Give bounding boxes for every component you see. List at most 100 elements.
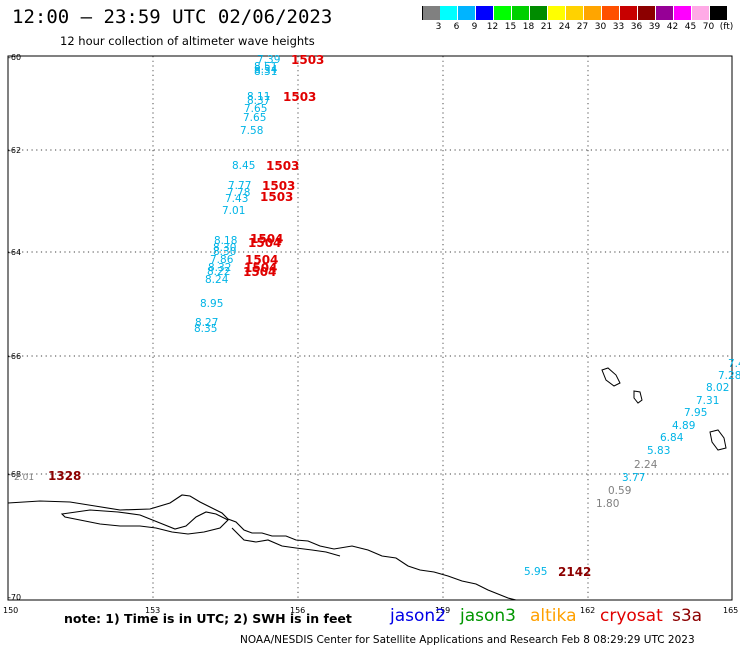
scale-tick-label: 30 <box>594 22 607 32</box>
wave-value: 6.84 <box>660 432 684 444</box>
wave-value: 8.51 <box>254 61 277 73</box>
wave-value: 8.30 <box>213 242 236 254</box>
pass-number: 1504 <box>245 253 278 267</box>
wave-values-gray: 2.24 0.59 1.80 2.01 <box>14 459 658 510</box>
coastline-island <box>60 509 229 535</box>
wave-value: 5.83 <box>647 445 670 457</box>
wave-value: 7.65 <box>244 103 267 115</box>
pass-numbers-darkred: 1328 2142 <box>48 469 591 579</box>
wave-value: 8.27 <box>195 317 218 329</box>
wave-value: 8.02 <box>706 382 729 394</box>
scale-swatch <box>692 6 709 20</box>
scale-swatch <box>602 6 619 20</box>
mission-jason2: jason2 <box>390 606 446 626</box>
scale-swatch <box>548 6 565 20</box>
wave-value: 8.54 <box>254 64 278 76</box>
wave-value: 8.45 <box>232 160 255 172</box>
wave-value: 7.39 <box>257 54 280 66</box>
wave-value: 8.32 <box>208 262 231 274</box>
scale-swatch <box>458 6 475 20</box>
pass-number: 1504 <box>243 265 276 279</box>
lon-label-153: 153 <box>145 606 160 615</box>
scale-swatch <box>512 6 529 20</box>
scale-tick-label: 3 <box>435 22 442 32</box>
wave-value: 7.86 <box>210 254 234 266</box>
wave-value: 1.80 <box>596 498 619 510</box>
scale-tick-label: 15 <box>504 22 517 32</box>
lon-label-150: 150 <box>3 606 18 615</box>
coastline-inlet <box>231 527 341 557</box>
pass-number: 2142 <box>558 565 591 579</box>
scale-tick-label: 70 <box>702 22 715 32</box>
wave-value: 7.43 <box>225 193 248 205</box>
lat-label-68: -68 <box>8 470 21 479</box>
scale-tick-label: 6 <box>453 22 460 32</box>
scale-swatch <box>440 6 457 20</box>
island-3 <box>709 429 727 451</box>
wave-value: 8.11 <box>247 91 270 103</box>
scale-swatch <box>476 6 493 20</box>
lat-label-64: -64 <box>8 248 21 257</box>
scale-tick-label: 27 <box>576 22 589 32</box>
scale-tick-label: 42 <box>666 22 679 32</box>
pass-number: 1504 <box>244 261 277 275</box>
scale-swatch <box>656 6 673 20</box>
lat-label-62: -62 <box>8 146 21 155</box>
wave-value: 7.77 <box>228 180 251 192</box>
scale-tick-label: 45 <box>684 22 697 32</box>
lon-label-156: 156 <box>290 606 305 615</box>
pass-number: 1503 <box>260 190 293 204</box>
scale-swatch <box>494 6 511 20</box>
wave-value: 8.95 <box>200 298 223 310</box>
lat-label-70: -70 <box>8 593 21 602</box>
wave-value: 8.22 <box>207 266 230 278</box>
island-2 <box>633 390 643 404</box>
wave-value: 0.59 <box>608 485 631 497</box>
scale-swatch <box>566 6 583 20</box>
scale-swatch <box>674 6 691 20</box>
lat-label-66: -66 <box>8 352 21 361</box>
lat-label-60: -60 <box>8 53 21 62</box>
wave-value: 7.78 <box>227 187 250 199</box>
wave-value: 8.30 <box>213 246 236 258</box>
map-subtitle: 12 hour collection of altimeter wave hei… <box>60 34 315 48</box>
scale-tick-label: 39 <box>648 22 661 32</box>
pass-number: 1503 <box>266 159 299 173</box>
wave-value: 7.28 <box>718 370 740 382</box>
mission-cryosat: cryosat <box>600 606 663 626</box>
coastline <box>7 494 517 601</box>
wave-value: 8.18 <box>214 235 237 247</box>
scale-tick-label: (ft) <box>719 22 734 32</box>
scale-tick-label: 24 <box>558 22 571 32</box>
scale-tick-label: 21 <box>540 22 553 32</box>
scale-swatch <box>638 6 655 20</box>
pass-number: 1504 <box>250 232 283 246</box>
mission-s3a: s3a <box>672 606 703 626</box>
lon-label-159: 159 <box>435 606 450 615</box>
wave-value: 7.4 <box>728 358 740 370</box>
mission-altika: altika <box>530 606 577 626</box>
wave-value: 7.01 <box>222 205 245 217</box>
scale-swatch <box>584 6 601 20</box>
wave-value: 2.24 <box>634 459 658 471</box>
footnote: note: 1) Time is in UTC; 2) SWH is in fe… <box>64 611 352 626</box>
lon-label-162: 162 <box>580 606 595 615</box>
wave-value: 5.95 <box>524 566 547 578</box>
map-title: 12:00 — 23:59 UTC 02/06/2023 <box>12 6 333 28</box>
wave-value: 4.89 <box>672 420 695 432</box>
lon-label-165: 165 <box>723 606 738 615</box>
plot-frame <box>7 55 733 601</box>
scale-tick-label: 12 <box>486 22 499 32</box>
wave-value: 8.37 <box>247 95 270 107</box>
wave-value: 7.65 <box>243 112 266 124</box>
scale-tick-label: 9 <box>471 22 478 32</box>
pass-number: 1503 <box>291 53 324 67</box>
pass-number: 1328 <box>48 469 81 483</box>
pass-number: 1503 <box>262 179 295 193</box>
graticule <box>8 56 732 600</box>
wave-value: 8.24 <box>205 274 229 286</box>
pass-number: 1503 <box>283 90 316 104</box>
color-scale-legend: 3 6 9 12 15 18 21 24 27 30 33 36 39 42 45 70 (ft) <box>422 6 733 36</box>
mission-jason3: jason3 <box>460 606 516 626</box>
wave-value: 8.35 <box>194 323 217 335</box>
